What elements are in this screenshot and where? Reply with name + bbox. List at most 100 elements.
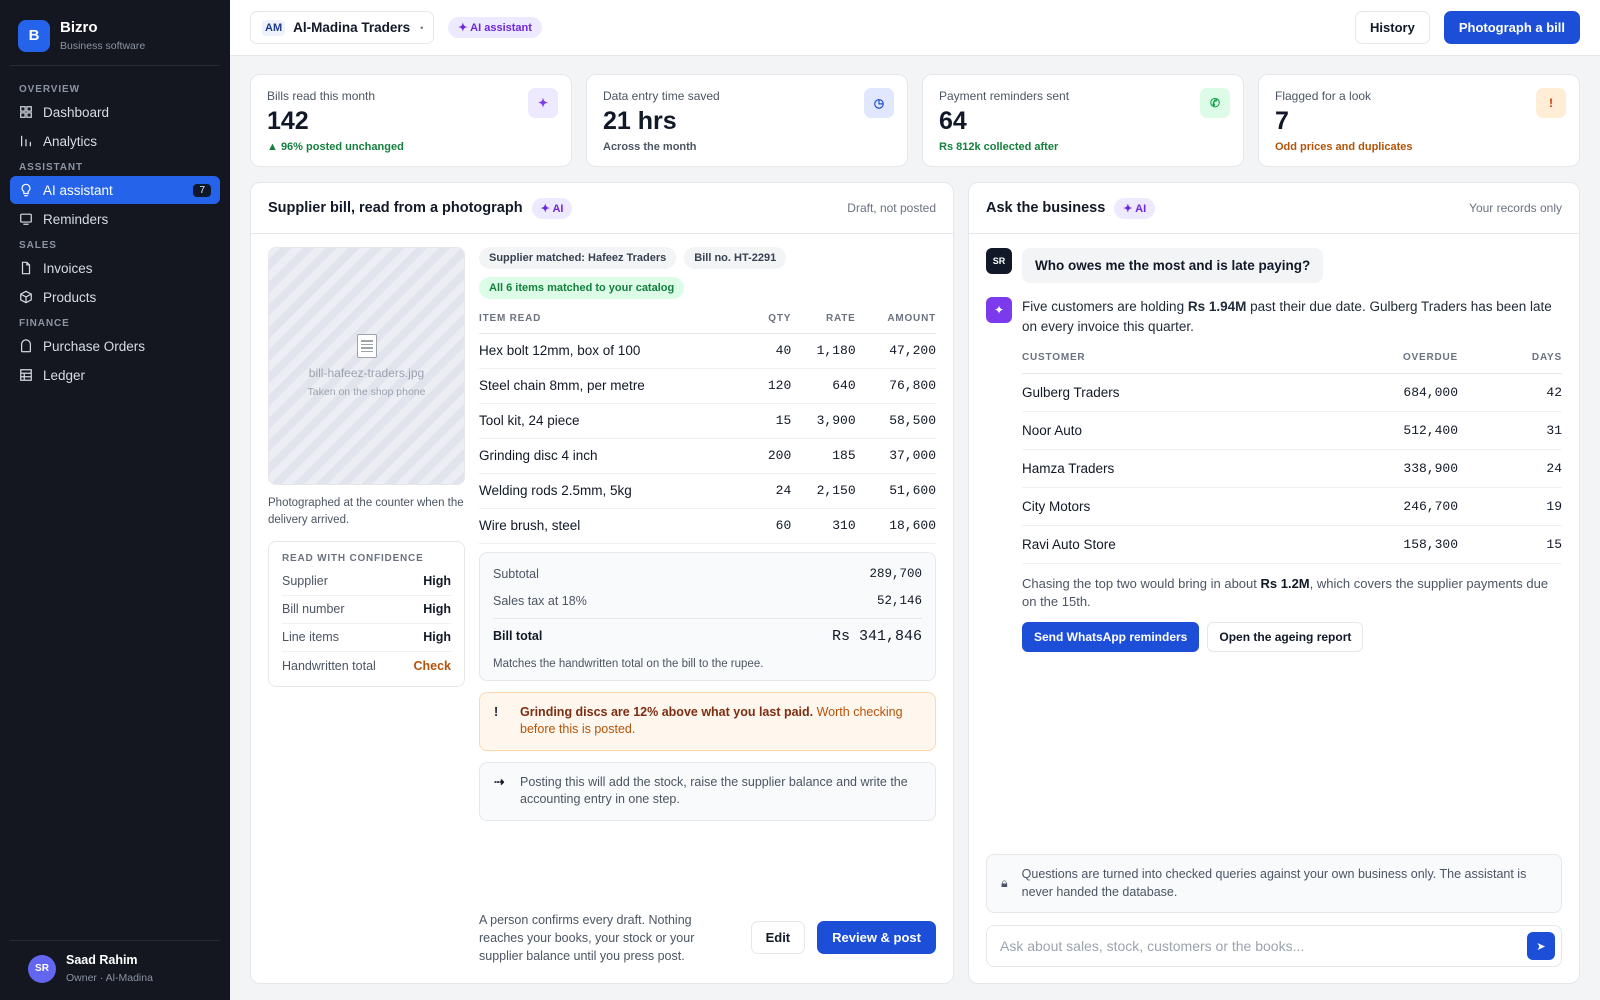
user-profile[interactable]: SR Saad Rahim Owner · Al-Madina — [10, 940, 220, 1000]
item-qty: 120 — [752, 368, 792, 404]
send-button[interactable]: ➤ — [1527, 932, 1555, 960]
business-switcher[interactable]: AM Al-Madina Traders • — [250, 11, 435, 44]
ask-panel-header: Ask the business ✦ AI Your records only — [969, 183, 1579, 234]
sidebar-item-invoices[interactable]: Invoices — [10, 254, 220, 282]
sparkle-icon: ✦ — [986, 297, 1012, 323]
confidence-value: High — [423, 630, 451, 644]
item-rate: 3,900 — [791, 403, 856, 439]
table-icon — [19, 368, 33, 382]
tax-label: Sales tax at 18% — [493, 594, 587, 608]
kpi-label: Payment reminders sent — [939, 89, 1070, 103]
sidebar-item-ai-assistant[interactable]: AI assistant 7 — [10, 176, 220, 204]
table-row[interactable]: Hamza Traders 338,900 24 — [1022, 449, 1562, 488]
table-row[interactable]: City Motors 246,700 19 — [1022, 487, 1562, 526]
whatsapp-icon: ✆ — [1200, 88, 1230, 118]
table-row[interactable]: Hex bolt 12mm, box of 100 40 1,180 47,200 — [479, 333, 936, 369]
chat-thread: SR Who owes me the most and is late payi… — [969, 234, 1579, 983]
table-row[interactable]: Steel chain 8mm, per metre 120 640 76,800 — [479, 368, 936, 404]
bill-status: Draft, not posted — [847, 201, 936, 215]
warning-strong: Grinding discs are 12% above what you la… — [520, 704, 814, 719]
column-overdue: OVERDUE — [1300, 342, 1458, 374]
customer-days: 15 — [1458, 525, 1562, 564]
item-name: Steel chain 8mm, per metre — [479, 368, 753, 404]
sidebar-item-label: Dashboard — [43, 104, 110, 120]
table-row[interactable]: Noor Auto 512,400 31 — [1022, 411, 1562, 450]
photo-filename: bill-hafeez-traders.jpg — [308, 366, 425, 380]
photograph-bill-button[interactable]: Photograph a bill — [1443, 11, 1580, 44]
user-question: Who owes me the most and is late paying? — [1022, 248, 1324, 283]
send-whatsapp-reminders-button[interactable]: Send WhatsApp reminders — [1022, 622, 1200, 653]
kpi-label: Data entry time saved — [603, 89, 720, 103]
bill-panel-title: Supplier bill, read from a photograph — [268, 200, 523, 216]
confidence-title: READ WITH CONFIDENCE — [282, 552, 424, 564]
brand: B Bizro Business software — [0, 0, 230, 65]
bill-column: Supplier matched: Hafeez Traders Bill no… — [479, 247, 936, 983]
confidence-label: Supplier — [282, 574, 328, 588]
column-days: DAYS — [1458, 342, 1562, 374]
receipt-icon — [356, 334, 377, 358]
bill-chips: Supplier matched: Hafeez Traders Bill no… — [479, 247, 936, 299]
kpi-note: Odd prices and duplicates — [1275, 141, 1413, 153]
footer-note: A person confirms every draft. Nothing r… — [479, 912, 695, 963]
customer-days: 24 — [1458, 449, 1562, 488]
sidebar-item-purchase-orders[interactable]: Purchase Orders — [10, 332, 220, 360]
item-rate: 640 — [791, 368, 856, 404]
item-amount: 37,000 — [855, 438, 936, 474]
main: AM Al-Madina Traders • ✦ AI assistant Hi… — [230, 0, 1600, 1000]
item-name: Wire brush, steel — [479, 508, 753, 544]
table-row[interactable]: Wire brush, steel 60 310 18,600 — [479, 508, 936, 544]
item-amount: 51,600 — [855, 473, 936, 509]
item-rate: 1,180 — [791, 333, 856, 369]
ai-assistant-pill: ✦ AI assistant — [448, 17, 542, 38]
topbar: AM Al-Madina Traders • ✦ AI assistant Hi… — [230, 0, 1600, 56]
brand-logo: B — [18, 19, 50, 52]
item-rate: 185 — [791, 438, 856, 474]
item-qty: 24 — [752, 473, 792, 509]
ask-input[interactable] — [1000, 938, 1527, 954]
bill-panel-header: Supplier bill, read from a photograph ✦ … — [251, 183, 953, 234]
confidence-label: Bill number — [282, 602, 345, 616]
open-ageing-report-button[interactable]: Open the ageing report — [1207, 622, 1364, 653]
confidence-row: Handwritten total Check — [282, 652, 451, 680]
price-warning: ! Grinding discs are 12% above what you … — [479, 691, 936, 751]
sidebar-item-label: AI assistant — [43, 182, 113, 198]
bill-photo[interactable]: bill-hafeez-traders.jpg Taken on the sho… — [268, 247, 465, 485]
sidebar-item-analytics[interactable]: Analytics — [10, 127, 220, 155]
table-row[interactable]: Grinding disc 4 inch 200 185 37,000 — [479, 438, 936, 474]
table-row[interactable]: Tool kit, 24 piece 15 3,900 58,500 — [479, 403, 936, 439]
sidebar-divider — [10, 65, 220, 66]
box-icon — [19, 290, 33, 304]
bill-footer: A person confirms every draft. Nothing r… — [479, 903, 936, 983]
kpi-card: Flagged for a look 7 Odd prices and duplic… — [1258, 74, 1580, 167]
history-button[interactable]: History — [1355, 11, 1430, 44]
item-name: Welding rods 2.5mm, 5kg — [479, 473, 753, 509]
sidebar-item-dashboard[interactable]: Dashboard — [10, 98, 220, 126]
ask-panel-title: Ask the business — [986, 200, 1106, 216]
supplier-chip: Supplier matched: Hafeez Traders — [479, 247, 677, 269]
bill-items-table: ITEM READ QTY RATE AMOUNT Hex bolt 12mm,… — [479, 305, 936, 544]
customer-name: Hamza Traders — [1022, 449, 1301, 488]
warning-icon: ! — [494, 704, 499, 719]
column-amount: AMOUNT — [855, 305, 936, 334]
edit-button[interactable]: Edit — [750, 921, 806, 955]
warning-rest: Worth checking before this is posted. — [520, 704, 903, 737]
table-row[interactable]: Ravi Auto Store 158,300 15 — [1022, 525, 1562, 564]
bill-body: bill-hafeez-traders.jpg Taken on the sho… — [251, 234, 953, 983]
column-customer: CUSTOMER — [1022, 342, 1301, 374]
table-row[interactable]: Welding rods 2.5mm, 5kg 24 2,150 51,600 — [479, 473, 936, 509]
overdue-customers-table: CUSTOMER OVERDUE DAYS Gulberg Traders 684… — [1022, 342, 1562, 564]
user-role: Owner · Al-Madina — [66, 972, 153, 984]
item-rate: 310 — [791, 508, 856, 544]
table-row[interactable]: Gulberg Traders 684,000 42 — [1022, 373, 1562, 412]
sidebar-item-ledger[interactable]: Ledger — [10, 361, 220, 389]
review-post-button[interactable]: Review & post — [817, 921, 936, 955]
nav-section-title: FINANCE — [19, 318, 70, 329]
customer-days: 31 — [1458, 411, 1562, 450]
subtotal-value: 289,700 — [869, 567, 922, 581]
kpi-value: 64 — [939, 107, 967, 135]
clock-icon: ◷ — [864, 88, 894, 118]
sidebar-item-reminders[interactable]: Reminders — [10, 205, 220, 233]
sidebar-item-label: Invoices — [43, 260, 93, 276]
sidebar-item-products[interactable]: Products — [10, 283, 220, 311]
nav-section-title: SALES — [19, 240, 57, 251]
